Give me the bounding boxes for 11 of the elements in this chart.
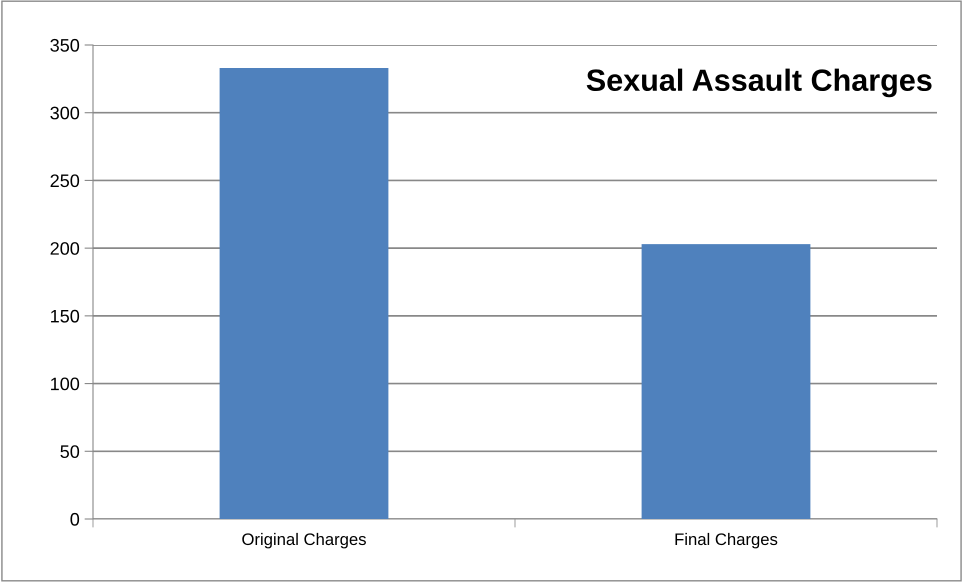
y-tick-label: 50: [60, 445, 80, 458]
y-tick-label: 250: [50, 174, 80, 188]
x-tick-label: Original Charges: [242, 532, 366, 548]
y-tick-label: 150: [51, 310, 80, 323]
y-tick-label: 100: [51, 378, 80, 390]
y-tick-label: 300: [50, 106, 80, 120]
text: Sexual Assault Charges: [586, 68, 932, 98]
x-tick-label: Final Charges: [675, 532, 778, 548]
y-tick-label: 350: [50, 38, 80, 52]
y-tick-label: 200: [50, 242, 80, 255]
y-tick-label: 0: [70, 512, 80, 526]
